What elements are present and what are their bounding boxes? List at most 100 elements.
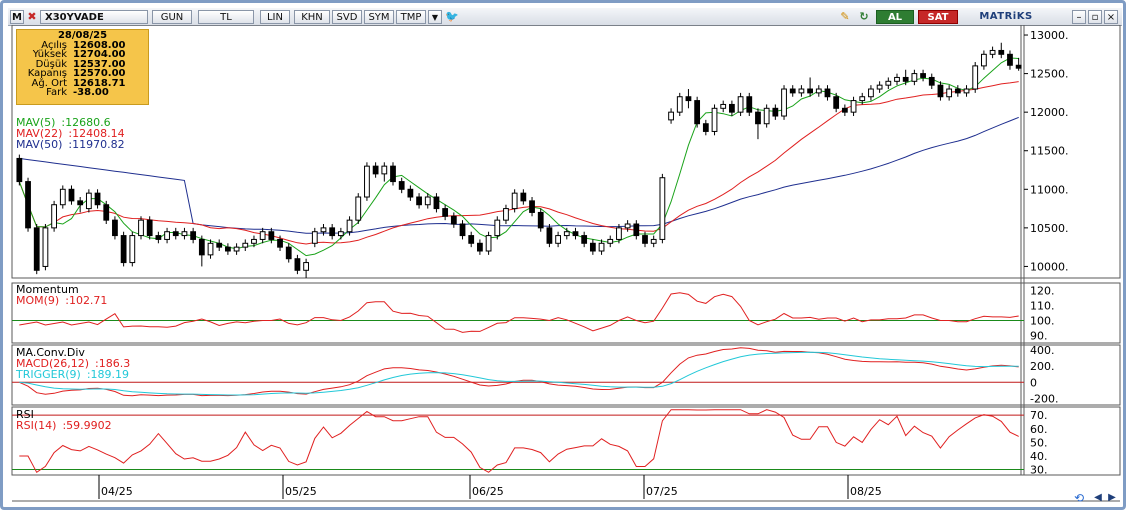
mav50-line xyxy=(19,116,1019,234)
chart-navigation: ⟲ ◀ ▶ xyxy=(1069,491,1121,507)
candle-up xyxy=(981,53,987,67)
reference-lines xyxy=(12,320,1024,471)
chart-canvas[interactable]: 13000. 12500. 12000. 11500. 11000. 10500. 1000… xyxy=(11,25,1122,505)
candle-up xyxy=(711,107,718,132)
candle-down xyxy=(833,96,840,109)
refresh-icon[interactable]: ↻ xyxy=(859,10,869,23)
candle-down xyxy=(190,231,197,240)
candle-up xyxy=(424,196,431,206)
candle-up xyxy=(868,88,874,98)
tmp-button[interactable]: TMP xyxy=(396,10,426,24)
legend-label: MAV(50) xyxy=(16,138,63,151)
candle-down xyxy=(1007,53,1013,66)
candle-up xyxy=(763,107,770,125)
symbol-field[interactable]: X30YVADE xyxy=(40,10,148,24)
candle-up xyxy=(781,88,787,117)
momentum-tick-label: 100. xyxy=(1030,315,1055,328)
info-row-change: Fark -38.00 xyxy=(17,88,148,98)
candle-down xyxy=(103,204,110,221)
candle-up xyxy=(503,208,509,221)
candle-down xyxy=(68,188,75,202)
dropdown-icon[interactable]: ▼ xyxy=(428,10,442,24)
rsi-line xyxy=(19,409,1019,474)
candle-up xyxy=(129,235,136,264)
legend-value: :189.19 xyxy=(86,368,130,381)
mav22-line xyxy=(18,81,1019,245)
legend-mav5: MAV(5):12680.6 xyxy=(16,117,111,129)
currency-button[interactable]: TL xyxy=(198,10,254,24)
candle-down xyxy=(146,219,153,237)
restore-icon[interactable]: ▫ xyxy=(1088,10,1102,24)
candle-down xyxy=(172,231,179,237)
brand-logo: MATRiKS xyxy=(979,11,1033,22)
rsi-tick-label: 60. xyxy=(1030,423,1048,436)
legend-value: :186.3 xyxy=(95,357,131,370)
candle-up xyxy=(720,103,727,109)
candle-up xyxy=(815,88,822,94)
sell-button[interactable]: SAT xyxy=(918,10,958,24)
candle-up xyxy=(42,227,49,267)
legend-label: MAV(5) xyxy=(16,116,56,129)
candle-down xyxy=(1015,64,1022,69)
candle-up xyxy=(207,242,214,256)
legend-label: MACD(26,12) xyxy=(16,357,90,370)
candle-down xyxy=(729,103,735,113)
sym-button[interactable]: SYM xyxy=(364,10,394,24)
candle-up xyxy=(668,111,674,121)
candle-down xyxy=(294,258,301,271)
close-icon[interactable]: × xyxy=(1104,10,1118,24)
candle-down xyxy=(529,200,535,213)
candle-down xyxy=(25,181,31,229)
rsi-tick-label: 70. xyxy=(1030,409,1048,422)
moving-averages xyxy=(18,57,1019,257)
scroll-left-icon[interactable]: ◀ xyxy=(1094,492,1102,503)
legend-value: :102.71 xyxy=(65,294,108,307)
candle-down xyxy=(746,96,753,113)
buy-button[interactable]: AL xyxy=(876,10,914,24)
candle-up xyxy=(320,227,327,233)
candle-down xyxy=(581,235,588,244)
trigger-line xyxy=(19,351,1019,396)
candle-down xyxy=(841,107,848,113)
lin-button[interactable]: LIN xyxy=(260,10,290,24)
candle-down xyxy=(546,227,553,244)
sync-icon[interactable]: ⟲ xyxy=(1073,491,1085,505)
candle-up xyxy=(485,235,492,252)
twitter-icon[interactable]: 🐦 xyxy=(445,10,459,23)
candle-up xyxy=(59,188,66,206)
candle-up xyxy=(181,231,188,237)
close-symbol-icon[interactable]: ✖ xyxy=(27,10,37,23)
macd-tick-label: 0 xyxy=(1030,376,1037,389)
candle-down xyxy=(954,88,961,94)
khn-button[interactable]: KHN xyxy=(294,10,330,24)
info-row-avg: Ağ. Ort 12618.71 xyxy=(17,78,148,89)
info-row-low: Düşük 12537.00 xyxy=(17,59,148,70)
candle-up xyxy=(963,88,970,94)
minimize-icon[interactable]: – xyxy=(1072,10,1086,24)
date-tick-label: 06/25 xyxy=(472,485,504,498)
scroll-right-icon[interactable]: ▶ xyxy=(1108,492,1116,503)
candle-down xyxy=(694,100,701,125)
candle-down xyxy=(468,235,475,244)
candle-up xyxy=(911,73,918,82)
period-button[interactable]: GUN xyxy=(152,10,192,24)
date-tick-label: 05/25 xyxy=(285,485,317,498)
m-button[interactable]: M xyxy=(10,10,24,24)
legend-label: TRIGGER(9) xyxy=(16,368,81,381)
candle-down xyxy=(225,246,231,252)
info-label: Açılış xyxy=(41,39,67,51)
candle-up xyxy=(650,238,657,244)
candle-down xyxy=(477,242,483,252)
candle-down xyxy=(268,231,275,240)
candle-up xyxy=(259,231,266,240)
svd-button[interactable]: SVD xyxy=(332,10,362,24)
candle-up xyxy=(607,238,614,244)
candle-up xyxy=(563,231,570,237)
candle-down xyxy=(372,165,379,175)
candle-down xyxy=(390,165,396,183)
candle-up xyxy=(364,165,370,198)
indicator-lines xyxy=(19,292,1019,474)
pencil-icon[interactable]: ✎ xyxy=(840,10,850,23)
info-label: Fark xyxy=(46,87,67,98)
